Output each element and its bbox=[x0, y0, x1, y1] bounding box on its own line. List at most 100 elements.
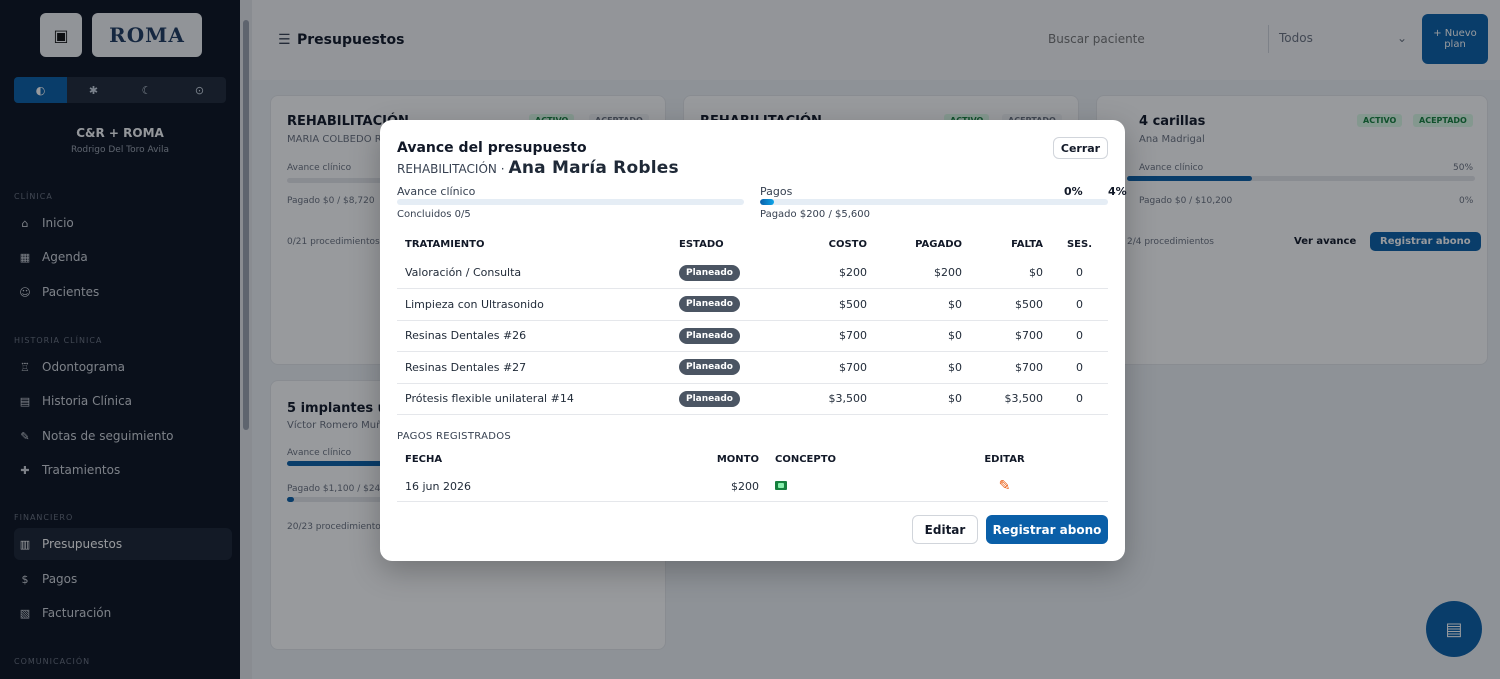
theme-option-auto[interactable]: ◐ bbox=[14, 77, 67, 103]
clinical-progress-bar bbox=[397, 199, 744, 205]
sidebar-item-facturacion[interactable]: ▧ Facturación bbox=[14, 597, 232, 629]
column-header: PAGADO bbox=[915, 238, 962, 250]
card-pay-label: Pagado $1,100 / $24,000 bbox=[287, 484, 401, 494]
clinic-icon[interactable]: ▣ bbox=[40, 13, 82, 57]
invoice-icon: ▧ bbox=[19, 606, 31, 620]
column-spacer bbox=[1042, 446, 1108, 472]
card-patient: Víctor Romero Muñoz bbox=[287, 420, 394, 431]
sidebar-item-label: Tratamientos bbox=[42, 463, 121, 477]
theme-option-system[interactable]: ⊙ bbox=[194, 83, 205, 97]
table-row: Valoración / Consulta Planeado $200 $200… bbox=[397, 257, 1108, 289]
treatment-sessions: 0 bbox=[1051, 351, 1108, 384]
sidebar-item-tratamientos[interactable]: ✚ Tratamientos bbox=[14, 454, 232, 486]
search-input[interactable] bbox=[1040, 25, 1260, 53]
payments-section-title: PAGOS REGISTRADOS bbox=[397, 431, 512, 442]
register-payment-button[interactable]: Registrar abono bbox=[1370, 232, 1481, 251]
treatment-name: Valoración / Consulta bbox=[397, 257, 671, 289]
card-clinical-pct: 50% bbox=[1453, 163, 1474, 173]
sidebar-item-label: Pagos bbox=[42, 572, 78, 586]
brand-logo-text: ROMA bbox=[109, 23, 185, 47]
treatment-cost: $200 bbox=[776, 257, 875, 289]
register-payment-button[interactable]: Registrar abono bbox=[986, 515, 1108, 544]
treatment-paid: $0 bbox=[875, 320, 970, 352]
payment-progress-fill bbox=[760, 199, 774, 205]
budget-progress-modal: Avance del presupuesto REHABILITACIÓN · … bbox=[380, 120, 1127, 561]
close-button[interactable]: Cerrar bbox=[1053, 137, 1108, 159]
treatments-table: TRATAMIENTO ESTADO COSTO PAGADO FALTA SE… bbox=[397, 231, 1108, 415]
column-header: COSTO bbox=[828, 238, 867, 250]
theme-option-light[interactable]: ✱ bbox=[88, 83, 99, 97]
sidebar-item-agenda[interactable]: ▦ Agenda bbox=[14, 241, 232, 273]
section-title-clinica: CLÍNICA bbox=[14, 192, 53, 201]
treatment-sessions: 0 bbox=[1051, 257, 1108, 289]
chevron-down-icon: ⌄ bbox=[1396, 31, 1407, 45]
sidebar-item-pacientes[interactable]: ☺ Pacientes bbox=[14, 276, 232, 308]
state-badge: Planeado bbox=[679, 296, 740, 313]
payment-date: 16 jun 2026 bbox=[397, 472, 689, 502]
budget-card[interactable]: 4 carillas Ana Madrigal ACTIVO ACEPTADO … bbox=[1096, 95, 1488, 365]
card-patient: Ana Madrigal bbox=[1139, 134, 1205, 145]
document-icon: ▤ bbox=[19, 394, 31, 408]
theme-option-dark[interactable]: ☾ bbox=[141, 83, 152, 97]
table-header-row: TRATAMIENTO ESTADO COSTO PAGADO FALTA SE… bbox=[397, 231, 1108, 257]
card-clinical-fill bbox=[287, 461, 389, 466]
sidebar-item-label: Historia Clínica bbox=[42, 394, 133, 408]
treatment-due: $700 bbox=[970, 320, 1051, 352]
payment-amount: $200 bbox=[689, 472, 767, 502]
sidebar-item-pagos[interactable]: $ Pagos bbox=[14, 563, 232, 595]
treatment-due: $3,500 bbox=[970, 383, 1051, 415]
treatment-paid: $0 bbox=[875, 383, 970, 415]
edit-button[interactable]: Editar bbox=[912, 515, 978, 544]
new-plan-button[interactable]: + Nuevo plan bbox=[1422, 14, 1488, 64]
theme-switcher: ◐ ✱ ☾ ⊙ bbox=[14, 77, 226, 103]
sidebar-item-label: Agenda bbox=[42, 250, 88, 264]
column-header: CONCEPTO bbox=[775, 453, 837, 465]
chat-fab-button[interactable]: ▤ bbox=[1426, 601, 1482, 657]
sidebar-item-odontograma[interactable]: ♖ Odontograma bbox=[14, 351, 232, 383]
payment-progress-foot: Pagado $200 / $5,600 bbox=[760, 209, 870, 220]
treatment-paid: $200 bbox=[875, 257, 970, 289]
menu-icon[interactable]: ☰ bbox=[278, 32, 291, 48]
status-filter-select[interactable]: Todos ⌄ bbox=[1268, 25, 1413, 53]
state-badge: Planeado bbox=[679, 359, 740, 376]
section-title-comunicacion: COMUNICACIÓN bbox=[14, 657, 91, 666]
table-row: Resinas Dentales #26 Planeado $700 $0 $7… bbox=[397, 320, 1108, 352]
treatment-due: $0 bbox=[970, 257, 1051, 289]
column-header: MONTO bbox=[716, 453, 759, 465]
status-badge: ACEPTADO bbox=[1413, 114, 1473, 127]
treatment-sessions: 0 bbox=[1051, 320, 1108, 352]
brand-logo: ROMA bbox=[92, 13, 202, 57]
filter-value: Todos bbox=[1279, 31, 1313, 45]
column-header: FALTA bbox=[1011, 238, 1043, 250]
view-progress-link[interactable]: Ver avance bbox=[1294, 236, 1357, 247]
column-header: EDITAR bbox=[984, 453, 1025, 465]
treatment-sessions: 0 bbox=[1051, 383, 1108, 415]
card-procedures: 20/23 procedimientos bbox=[287, 522, 386, 532]
payment-progress-bar bbox=[760, 199, 1108, 205]
column-header: ESTADO bbox=[679, 238, 724, 250]
clinic-name: C&R + ROMA bbox=[76, 126, 164, 140]
sidebar-item-historia-clinica[interactable]: ▤ Historia Clínica bbox=[14, 385, 232, 417]
treatment-sessions: 0 bbox=[1051, 288, 1108, 321]
sidebar-item-inicio[interactable]: ⌂ Inicio bbox=[14, 207, 232, 239]
status-badge: ACTIVO bbox=[1357, 114, 1403, 127]
users-icon: ☺ bbox=[19, 285, 31, 299]
treatment-name: Prótesis flexible unilateral #14 bbox=[397, 383, 671, 415]
sidebar-item-presupuestos[interactable]: ▥ Presupuestos bbox=[14, 528, 232, 560]
card-pay-label: Pagado $0 / $8,720 bbox=[287, 196, 375, 206]
pencil-icon[interactable]: ✎ bbox=[998, 478, 1011, 495]
budget-category: REHABILITACIÓN · bbox=[397, 162, 505, 176]
sidebar-item-notas[interactable]: ✎ Notas de seguimiento bbox=[14, 420, 232, 452]
card-title: 4 carillas bbox=[1139, 114, 1206, 129]
state-badge: Planeado bbox=[679, 327, 740, 344]
sidebar-item-label: Pacientes bbox=[42, 285, 100, 299]
table-row: Prótesis flexible unilateral #14 Planead… bbox=[397, 383, 1108, 415]
section-title-historia: HISTORIA CLÍNICA bbox=[14, 336, 103, 345]
sidebar: ▣ ROMA ◐ ✱ ☾ ⊙ C&R + ROMA Rodrigo Del To… bbox=[0, 0, 240, 679]
calendar-icon: ▦ bbox=[19, 250, 31, 264]
sidebar-scroll-thumb[interactable] bbox=[243, 20, 249, 430]
card-clinical-label: Avance clínico bbox=[287, 163, 352, 173]
card-patient: MARIA COLBEDO ROBLES bbox=[287, 134, 415, 145]
topbar bbox=[252, 0, 1500, 80]
cash-icon bbox=[775, 480, 787, 490]
